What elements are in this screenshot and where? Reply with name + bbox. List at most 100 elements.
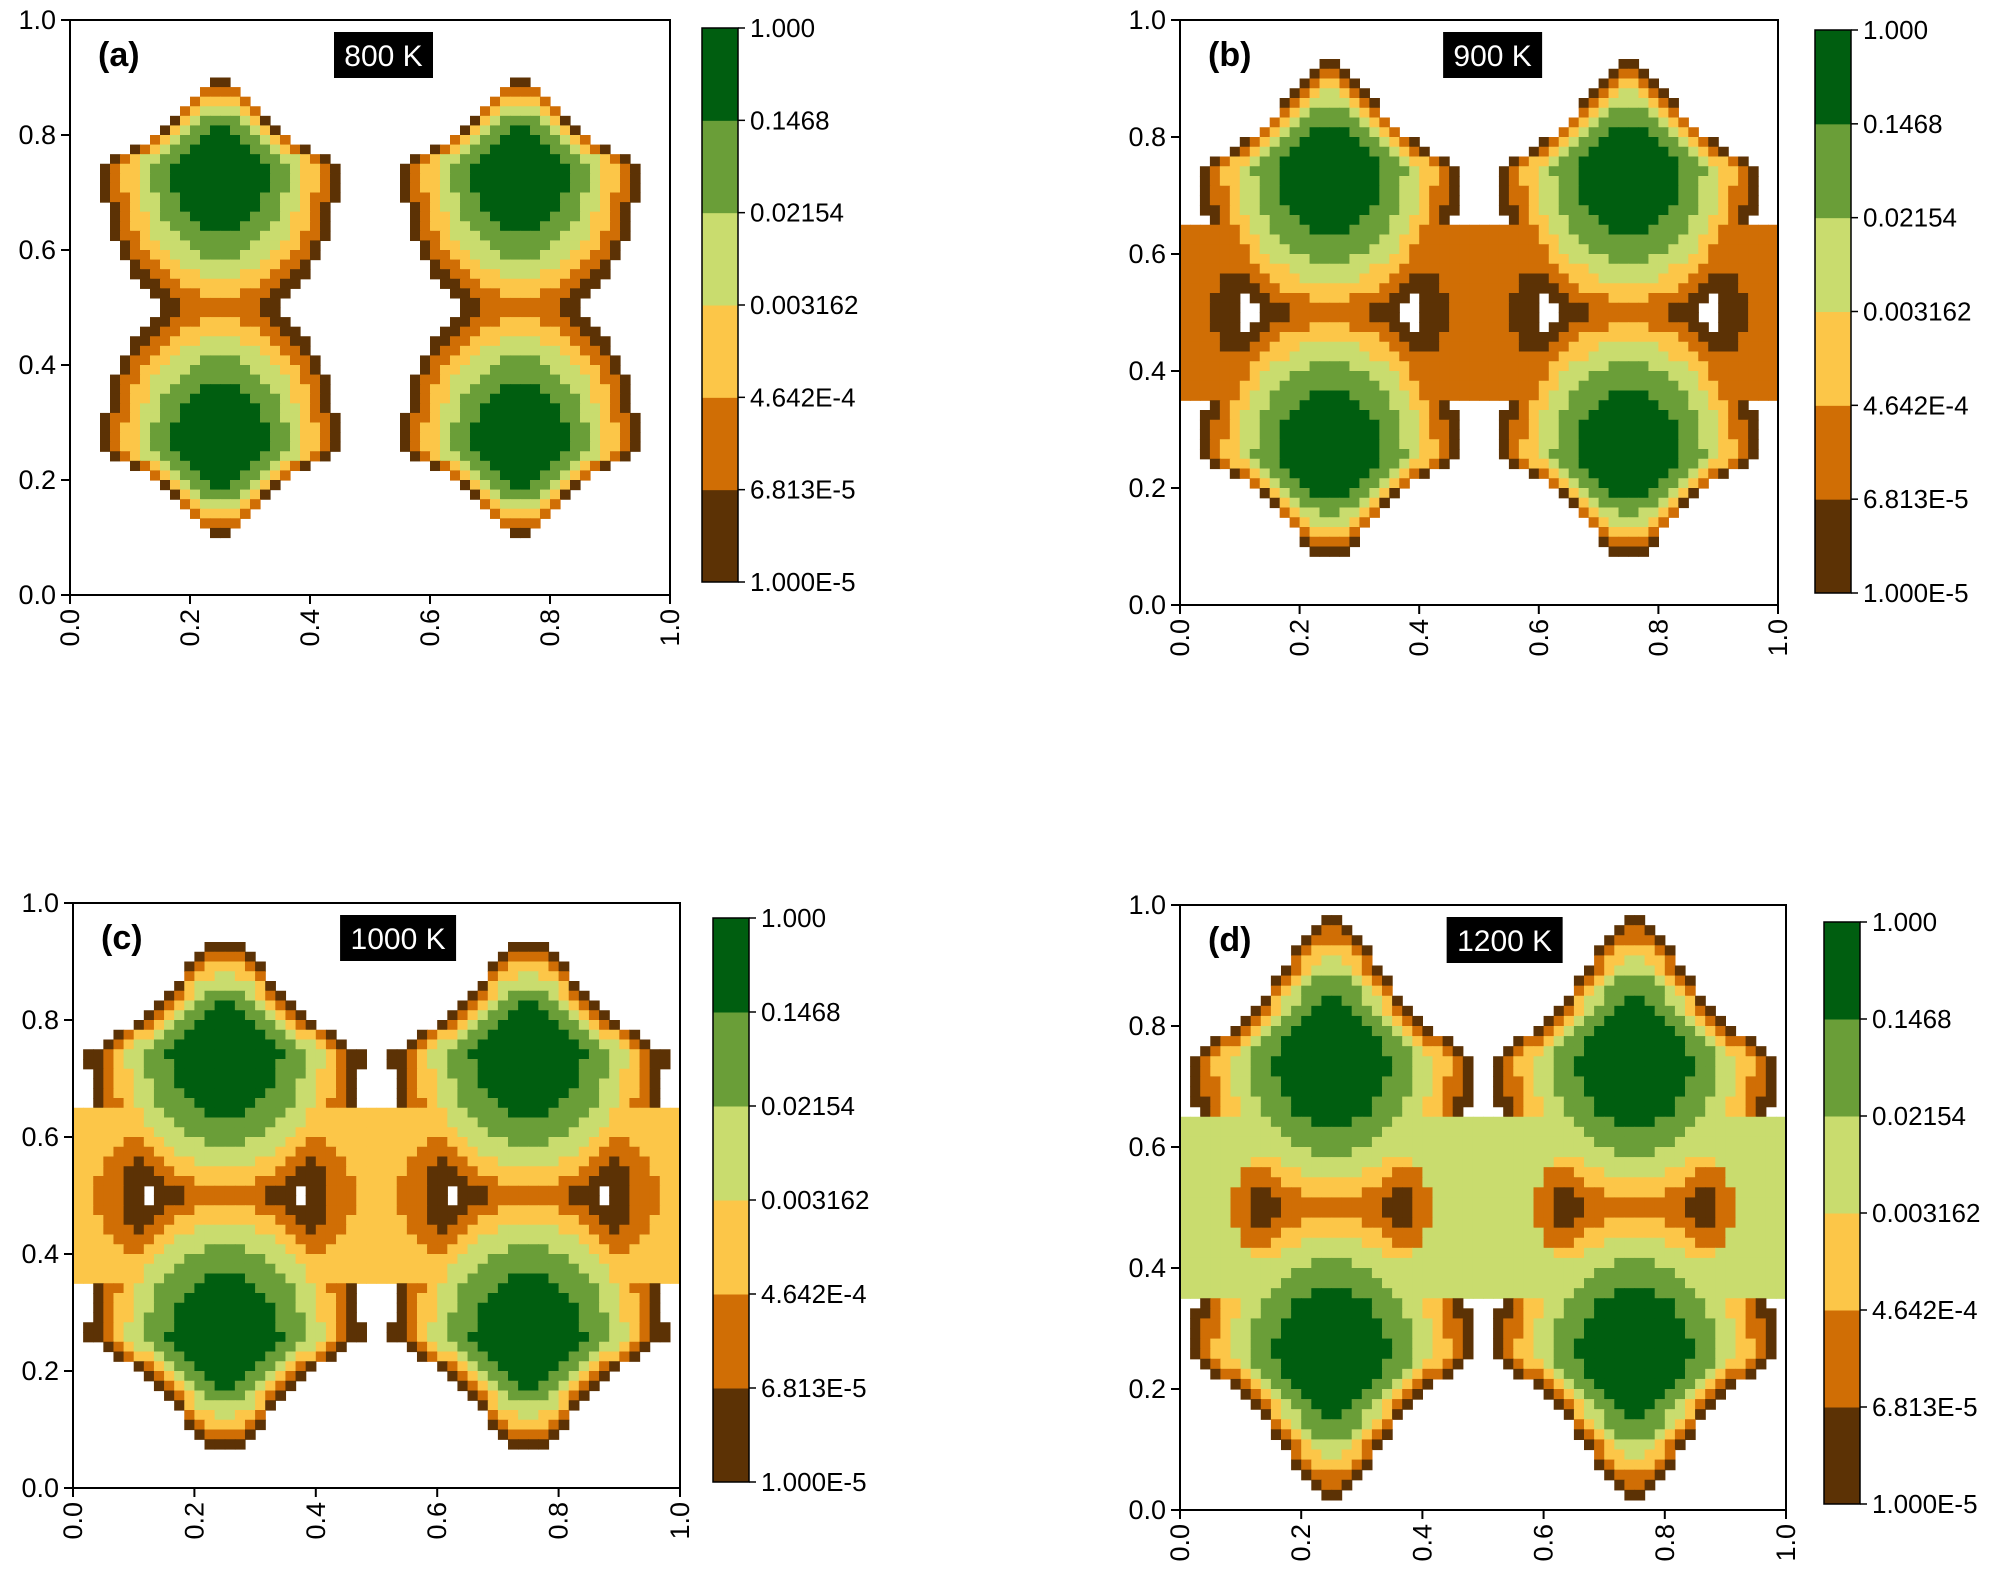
contour-cell	[1668, 361, 1679, 372]
contour-cell	[1279, 205, 1291, 216]
contour-cell	[130, 202, 141, 213]
contour-cell	[1239, 429, 1251, 440]
contour-cell	[447, 1166, 459, 1177]
contour-cell	[265, 1098, 276, 1109]
contour-cell	[224, 990, 236, 1002]
contour-cell	[1379, 429, 1390, 440]
contour-cell	[1518, 341, 1530, 353]
contour-cell	[460, 412, 471, 424]
contour-cell	[153, 1020, 165, 1031]
contour-cell	[120, 384, 131, 395]
contour-cell	[1389, 273, 1400, 284]
contour-cell	[480, 441, 491, 452]
contour-cell	[1608, 156, 1620, 167]
contour-cell	[1180, 273, 1191, 284]
contour-cell	[1419, 312, 1430, 323]
contour-cell	[180, 221, 191, 232]
contour-cell	[460, 393, 471, 404]
contour-cell	[1389, 234, 1400, 245]
contour-cell	[325, 1088, 337, 1099]
contour-cell	[457, 1010, 469, 1021]
contour-cell	[270, 460, 281, 472]
contour-cell	[450, 460, 461, 472]
contour-cell	[1269, 341, 1281, 353]
contour-cell	[180, 278, 191, 289]
contour-cell	[599, 1176, 610, 1187]
contour-cell	[530, 96, 541, 107]
contour-cell	[285, 1039, 297, 1050]
contour-cell	[1349, 507, 1360, 518]
contour-cell	[510, 384, 521, 395]
contour-cell	[480, 182, 491, 194]
contour-cell	[320, 154, 331, 165]
contour-cell	[310, 182, 321, 194]
contour-cell	[480, 345, 491, 357]
contour-cell	[530, 470, 541, 481]
contour-cell	[570, 480, 581, 491]
contour-cell	[356, 1166, 367, 1177]
contour-cell	[540, 202, 551, 213]
contour-cell	[1369, 254, 1380, 265]
contour-cell	[467, 1039, 479, 1050]
contour-cell	[508, 1000, 519, 1011]
contour-cell	[1678, 273, 1689, 284]
contour-cell	[558, 1029, 570, 1041]
contour-cell	[1648, 497, 1659, 509]
contour-cell	[1688, 458, 1699, 470]
contour-cell	[150, 317, 161, 328]
contour-cell	[1269, 390, 1281, 401]
contour-cell	[1269, 419, 1281, 431]
contour-cell	[1269, 205, 1281, 216]
contour-cell	[1299, 400, 1311, 411]
contour-cell	[1658, 429, 1669, 440]
contour-cell	[588, 1049, 600, 1060]
contour-cell	[1538, 429, 1550, 440]
contour-cell	[325, 1107, 337, 1119]
contour-cell	[1518, 166, 1530, 177]
contour-cell	[260, 192, 271, 203]
contour-cell	[396, 1107, 408, 1119]
contour-cell	[528, 1020, 539, 1031]
contour-cell	[1319, 254, 1331, 265]
contour-cell	[1608, 517, 1620, 528]
contour-cell	[570, 163, 581, 174]
contour-cell	[265, 1146, 276, 1158]
contour-cell	[1498, 205, 1510, 216]
contour-cell	[487, 1185, 499, 1197]
contour-cell	[609, 1127, 620, 1138]
contour-cell	[1658, 380, 1669, 392]
contour-cell	[410, 432, 421, 443]
contour-cell	[1419, 400, 1430, 411]
contour-cell	[1578, 371, 1590, 382]
contour-cell	[210, 403, 221, 414]
contour-cell	[1558, 322, 1570, 333]
contour-cell	[1249, 293, 1261, 304]
contour-cell	[160, 393, 171, 404]
contour-cell	[1548, 322, 1560, 333]
contour-cell	[260, 489, 271, 500]
contour-cell	[1698, 390, 1709, 401]
contour-cell	[1259, 468, 1271, 479]
contour-cell	[467, 990, 479, 1002]
contour-cell	[1668, 176, 1679, 187]
contour-cell	[480, 307, 491, 318]
contour-cell	[1568, 312, 1580, 323]
contour-cell	[558, 1068, 570, 1080]
contour-cell	[1379, 468, 1390, 479]
contour-cell	[1638, 517, 1650, 528]
contour-cell	[1249, 273, 1261, 284]
colorbar-segment	[1815, 311, 1851, 406]
contour-cell	[275, 1176, 287, 1187]
contour-cell	[490, 403, 501, 414]
contour-cell	[1688, 488, 1699, 499]
contour-cell	[1299, 234, 1311, 245]
contour-cell	[210, 317, 221, 328]
contour-cell	[1449, 205, 1460, 216]
contour-cell	[620, 182, 631, 194]
contour-cell	[450, 211, 461, 222]
contour-cell	[1349, 88, 1360, 99]
contour-cell	[224, 942, 236, 953]
contour-cell	[477, 1088, 489, 1099]
contour-cell	[1488, 351, 1500, 362]
contour-cell	[260, 355, 271, 366]
